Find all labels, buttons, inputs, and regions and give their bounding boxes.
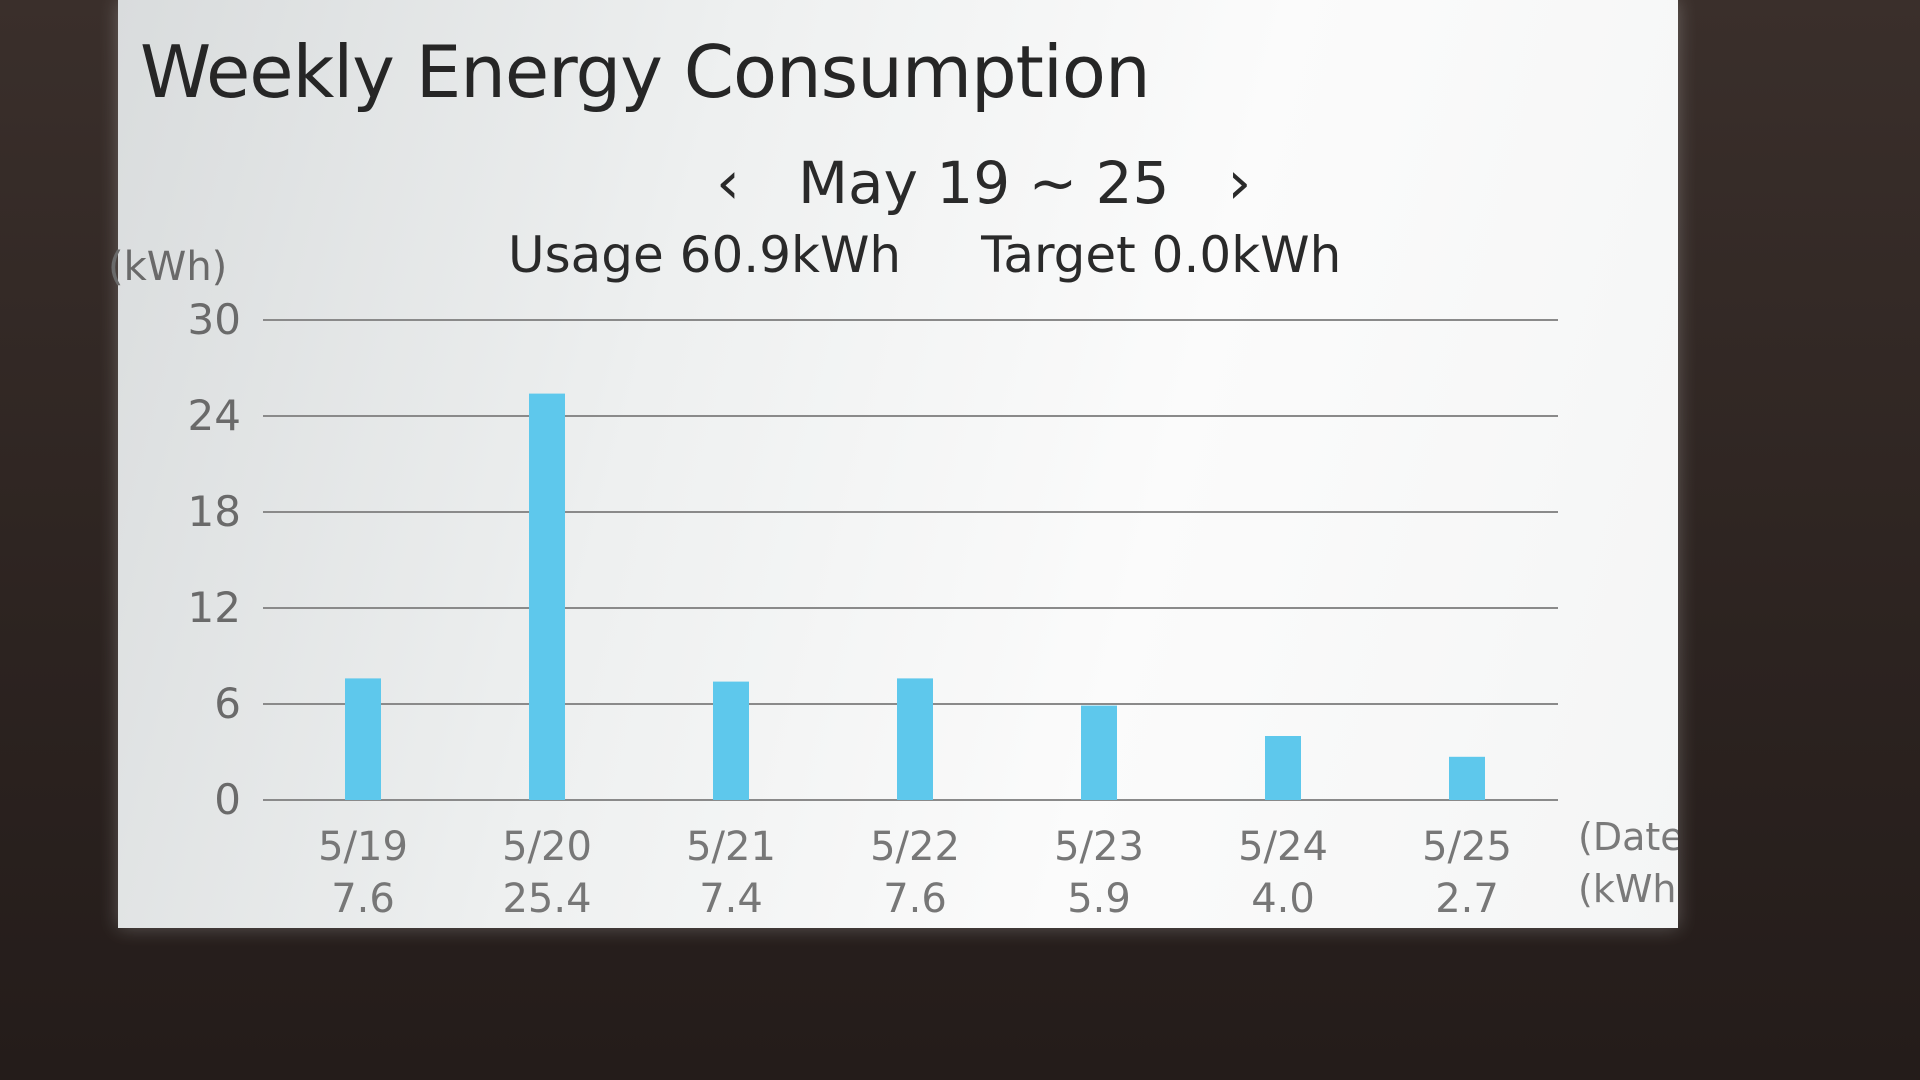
usage-summary: Usage 60.9kWh Target 0.0kWh: [508, 226, 1341, 284]
data-label: 7.6: [331, 876, 395, 922]
x-tick-label: 5/19: [318, 824, 408, 870]
data-label: 7.6: [883, 876, 947, 922]
data-label: 2.7: [1435, 876, 1499, 922]
y-tick-label: 24: [188, 391, 241, 440]
data-label: 25.4: [502, 876, 591, 922]
usage-total: Usage 60.9kWh: [508, 226, 902, 284]
data-label: 7.4: [699, 876, 763, 922]
page-title: Weekly Energy Consumption: [140, 30, 1151, 114]
x-axis-unit: (Date): [1578, 815, 1678, 859]
chevron-right-icon[interactable]: ›: [1227, 148, 1252, 218]
x-tick-label: 5/21: [686, 824, 776, 870]
y-tick-label: 0: [214, 775, 241, 824]
display-screen: Weekly Energy Consumption ‹ May 19 ~ 25 …: [108, 0, 1678, 928]
data-label: 4.0: [1251, 876, 1315, 922]
bar: [1449, 756, 1485, 800]
data-label: 5.9: [1067, 876, 1131, 922]
period-navigator: ‹ May 19 ~ 25 ›: [708, 148, 1259, 218]
target-total: Target 0.0kWh: [981, 226, 1342, 284]
value-unit: (kWh): [1578, 867, 1678, 911]
bar: [1081, 705, 1117, 800]
x-tick-label: 5/24: [1238, 824, 1328, 870]
x-tick-label: 5/23: [1054, 824, 1144, 870]
bar: [345, 678, 381, 800]
chevron-left-icon[interactable]: ‹: [716, 148, 740, 218]
bar: [1265, 736, 1301, 800]
x-tick-label: 5/25: [1422, 824, 1512, 870]
period-label: May 19 ~ 25: [798, 149, 1170, 217]
y-tick-label: 6: [214, 679, 241, 728]
x-tick-label: 5/20: [502, 824, 592, 870]
energy-bar-chart: 0 6 12 18 24 30 5/19 7.6 5/20 25.4 5/21 7.4 5/22 7.6 5…: [188, 295, 1678, 922]
bar: [529, 393, 565, 800]
y-axis-unit: (kWh): [108, 244, 228, 290]
y-tick-label: 30: [188, 295, 241, 344]
bar: [897, 678, 933, 800]
y-tick-label: 18: [188, 487, 241, 536]
x-tick-label: 5/22: [870, 824, 960, 870]
bar: [713, 681, 749, 800]
y-tick-label: 12: [188, 583, 241, 632]
